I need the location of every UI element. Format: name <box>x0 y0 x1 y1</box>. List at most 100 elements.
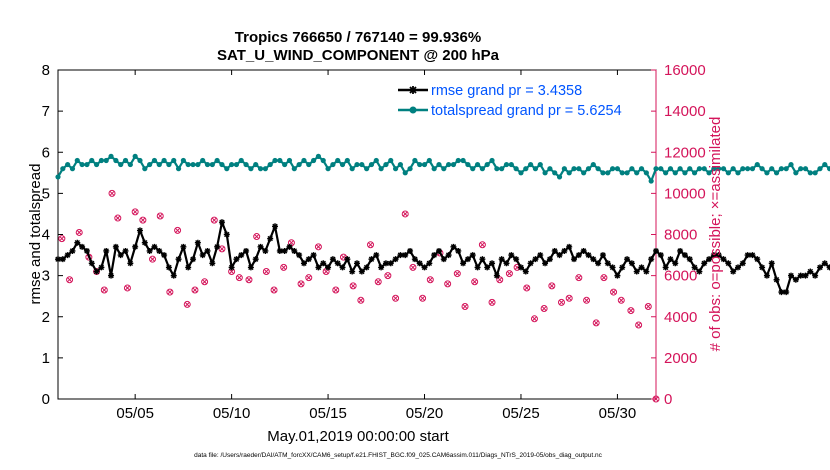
obs-possible-marker <box>357 296 365 304</box>
rmse-point <box>657 252 664 259</box>
obs-possible-marker <box>297 280 305 288</box>
obs-assimilated-marker <box>315 244 321 250</box>
rmse-point <box>754 256 761 263</box>
totalspread-point <box>190 161 196 168</box>
totalspread-point <box>730 166 736 172</box>
totalspread-point <box>556 174 563 180</box>
rmse-point <box>783 289 790 296</box>
legend-totalspread-label: totalspread grand pr = 5.6254 <box>431 103 622 119</box>
obs-assimilated-marker <box>593 320 599 326</box>
totalspread-point <box>262 166 268 172</box>
totalspread-point <box>315 153 322 159</box>
obs-assimilated-marker <box>584 297 590 303</box>
y-right-tick-label: 16000 <box>664 62 706 79</box>
obs-possible-marker <box>644 302 652 310</box>
rmse-point <box>599 252 606 259</box>
obs-possible-marker <box>280 263 288 271</box>
totalspread-point <box>397 161 404 168</box>
totalspread-point <box>166 161 172 168</box>
totalspread-point <box>364 166 370 172</box>
totalspread-point <box>286 157 293 164</box>
totalspread-point <box>147 161 153 168</box>
rmse-point <box>247 264 254 271</box>
totalspread-point <box>716 166 722 172</box>
totalspread-point <box>518 170 524 176</box>
obs-possible-marker <box>349 282 357 290</box>
rmse-point <box>402 252 409 259</box>
totalspread-point <box>219 161 225 168</box>
rmse-point <box>392 256 399 263</box>
rmse-point <box>238 252 245 259</box>
totalspread-point <box>450 161 457 168</box>
obs-possible-marker <box>453 270 461 278</box>
rmse-point <box>522 268 529 275</box>
rmse-point <box>233 256 240 263</box>
rmse-point <box>315 264 322 271</box>
totalspread-point <box>474 161 481 168</box>
rmse-point <box>706 256 713 263</box>
rmse-point <box>681 252 688 259</box>
totalspread-point <box>272 157 278 164</box>
obs-possible-marker <box>565 294 573 302</box>
rmse-point <box>725 260 732 267</box>
legend-totalspread-marker <box>409 106 417 114</box>
chart-subtitle: SAT_U_WIND_COMPONENT @ 200 hPa <box>217 47 500 64</box>
rmse-point <box>580 247 587 254</box>
totalspread-point <box>764 170 770 176</box>
totalspread-point <box>691 170 698 176</box>
rmse-point <box>816 264 823 271</box>
rmse-point <box>190 256 197 263</box>
totalspread-point <box>682 170 688 176</box>
totalspread-point <box>687 166 693 172</box>
totalspread-point <box>103 157 109 164</box>
rmse-point <box>556 252 563 259</box>
rmse-point <box>566 243 573 250</box>
rmse-point <box>619 264 626 271</box>
rmse-point <box>624 256 631 263</box>
obs-assimilated-marker <box>524 285 530 291</box>
totalspread-point <box>537 161 543 168</box>
totalspread-point <box>754 161 760 168</box>
obs-possible-marker <box>652 395 660 403</box>
totalspread-point <box>489 157 495 164</box>
obs-possible-marker <box>478 241 486 249</box>
totalspread-point <box>585 166 592 172</box>
rmse-point <box>165 264 172 271</box>
totalspread-point <box>648 178 654 184</box>
totalspread-point <box>320 157 326 164</box>
totalspread-point <box>528 161 534 168</box>
rmse-point <box>571 256 578 263</box>
chart-title: Tropics 766650 / 767140 = 99.936% <box>235 29 481 46</box>
obs-possible-marker <box>401 210 409 218</box>
rmse-point <box>542 260 549 267</box>
totalspread-point <box>79 161 85 168</box>
x-tick-label: 05/25 <box>502 405 540 422</box>
obs-assimilated-marker <box>263 268 269 275</box>
rmse-point <box>691 264 698 271</box>
rmse-point <box>117 252 124 259</box>
totalspread-point <box>595 166 601 172</box>
rmse-point <box>378 264 385 271</box>
rmse-point <box>59 256 66 263</box>
y-axis-label-right: # of obs: o=possible; ×=assimilated <box>707 117 724 352</box>
rmse-point <box>146 247 153 254</box>
rmse-point <box>604 260 611 267</box>
rmse-point <box>590 256 597 263</box>
totalspread-point <box>663 170 669 176</box>
totalspread-point <box>60 166 66 172</box>
totalspread-point <box>339 161 346 168</box>
obs-assimilated-marker <box>229 268 235 275</box>
totalspread-point <box>296 161 302 168</box>
rmse-point <box>628 260 635 267</box>
rmse-point <box>344 256 351 263</box>
rmse-point <box>368 256 375 263</box>
rmse-point <box>662 264 669 271</box>
obs-possible-marker <box>114 214 122 222</box>
totalspread-point <box>711 166 717 172</box>
rmse-point <box>243 247 250 254</box>
totalspread-point <box>373 157 379 164</box>
totalspread-point <box>465 161 471 168</box>
rmse-point <box>498 256 505 263</box>
totalspread-point <box>108 153 114 159</box>
legend-rmse-marker <box>409 86 417 94</box>
